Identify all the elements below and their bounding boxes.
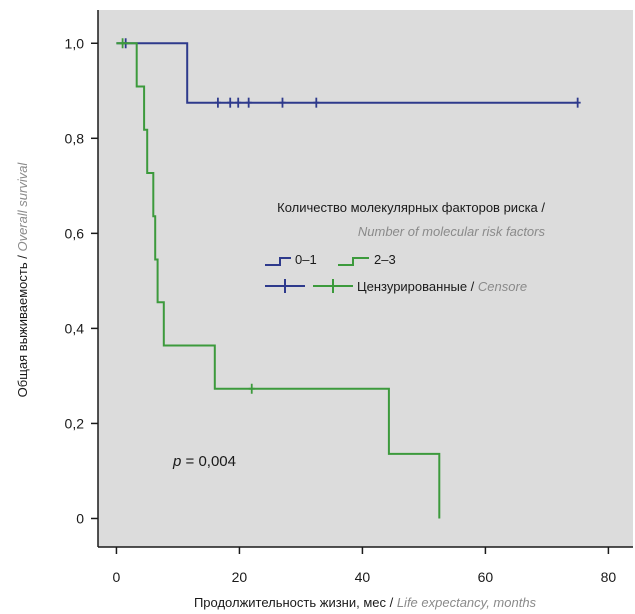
x-tick-label: 20 — [232, 569, 248, 585]
p-value-annotation: p = 0,004 — [172, 453, 236, 470]
y-tick-label: 0,8 — [65, 130, 85, 146]
x-axis-label-ru: Продолжительность жизни, мес / — [194, 595, 397, 610]
survival-curve-2-3 — [116, 42, 441, 519]
censored-marker — [248, 383, 255, 394]
legend-censored-label: Цензурированные / Censore — [357, 279, 527, 294]
y-tick-label: 0,2 — [65, 415, 85, 431]
y-tick-label: 1,0 — [65, 35, 85, 51]
p-value-symbol: p — [172, 453, 181, 470]
legend-label-0-1: 0–1 — [295, 252, 317, 267]
survival-curve-0-1 — [116, 42, 578, 104]
x-ticks: 0 20 40 60 80 — [113, 547, 617, 585]
y-ticks: 1,0 0,8 0,6 0,4 0,2 0 — [65, 35, 98, 526]
legend-swatch-0-1 — [265, 257, 291, 266]
legend: Количество молекулярных факторов риска /… — [265, 200, 545, 294]
censored-marker — [227, 97, 234, 108]
x-axis-label: Продолжительность жизни, мес / Life expe… — [194, 595, 537, 610]
legend-label-2-3: 2–3 — [374, 252, 396, 267]
y-axis-label-ru: Общая выживаемость / — [15, 252, 30, 398]
y-axis-label-en: Overall survival — [15, 162, 30, 252]
censored-marker — [235, 97, 242, 108]
series-layer — [116, 38, 581, 519]
legend-censored-label-en: Censore — [478, 279, 527, 294]
y-tick-label: 0 — [76, 510, 84, 526]
censored-marker — [313, 97, 320, 108]
x-axis-label-en: Life expectancy, months — [397, 595, 537, 610]
x-tick-label: 0 — [113, 569, 121, 585]
y-tick-label: 0,6 — [65, 225, 85, 241]
legend-swatch-2-3 — [338, 257, 369, 266]
legend-censored-label-ru: Цензурированные / — [357, 279, 478, 294]
censored-marker — [245, 97, 252, 108]
censored-marker — [214, 97, 221, 108]
y-tick-label: 0,4 — [65, 320, 85, 336]
x-tick-label: 80 — [601, 569, 617, 585]
y-axis-label: Общая выживаемость / Overall survival — [15, 162, 30, 398]
legend-title-ru: Количество молекулярных факторов риска / — [277, 200, 545, 215]
censored-marker — [119, 38, 126, 49]
legend-censored-marker-2-3 — [313, 279, 353, 293]
censored-marker — [279, 97, 286, 108]
p-value-text: = 0,004 — [181, 453, 236, 470]
legend-title-en: Number of molecular risk factors — [358, 224, 546, 239]
legend-censored-marker-0-1 — [265, 279, 305, 293]
x-tick-label: 60 — [478, 569, 494, 585]
censored-marker — [574, 97, 581, 108]
x-tick-label: 40 — [355, 569, 371, 585]
